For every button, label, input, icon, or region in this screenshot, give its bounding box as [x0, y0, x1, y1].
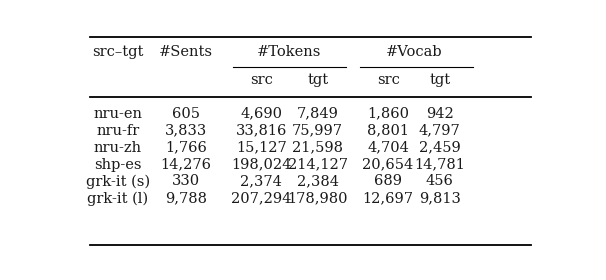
Text: 33,816: 33,816 — [236, 123, 287, 137]
Text: grk-it (l): grk-it (l) — [87, 191, 148, 206]
Text: 942: 942 — [426, 107, 454, 121]
Text: 207,294: 207,294 — [231, 192, 291, 206]
Text: 605: 605 — [172, 107, 200, 121]
Text: 14,276: 14,276 — [161, 157, 211, 171]
Text: 2,459: 2,459 — [419, 141, 461, 155]
Text: #Sents: #Sents — [159, 45, 213, 59]
Text: 3,833: 3,833 — [165, 123, 207, 137]
Text: src–tgt: src–tgt — [92, 45, 144, 59]
Text: 178,980: 178,980 — [287, 192, 348, 206]
Text: 75,997: 75,997 — [292, 123, 343, 137]
Text: 214,127: 214,127 — [288, 157, 348, 171]
Text: nru-zh: nru-zh — [94, 141, 142, 155]
Text: 689: 689 — [374, 174, 402, 188]
Text: tgt: tgt — [429, 73, 450, 87]
Text: 2,384: 2,384 — [296, 174, 339, 188]
Text: nru-fr: nru-fr — [96, 123, 139, 137]
Text: shp-es: shp-es — [95, 157, 142, 171]
Text: 15,127: 15,127 — [236, 141, 287, 155]
Text: 4,690: 4,690 — [240, 107, 282, 121]
Text: 9,788: 9,788 — [165, 192, 207, 206]
Text: 9,813: 9,813 — [419, 192, 461, 206]
Text: tgt: tgt — [307, 73, 328, 87]
Text: 21,598: 21,598 — [292, 141, 343, 155]
Text: #Vocab: #Vocab — [385, 45, 442, 59]
Text: 7,849: 7,849 — [297, 107, 339, 121]
Text: 1,766: 1,766 — [165, 141, 207, 155]
Text: nru-en: nru-en — [93, 107, 142, 121]
Text: 4,797: 4,797 — [419, 123, 461, 137]
Text: 2,374: 2,374 — [241, 174, 282, 188]
Text: 4,704: 4,704 — [367, 141, 409, 155]
Text: 330: 330 — [172, 174, 200, 188]
Text: #Tokens: #Tokens — [258, 45, 322, 59]
Text: 14,781: 14,781 — [415, 157, 465, 171]
Text: grk-it (s): grk-it (s) — [86, 174, 150, 189]
Text: 198,024: 198,024 — [231, 157, 291, 171]
Text: 1,860: 1,860 — [367, 107, 409, 121]
Text: 8,801: 8,801 — [367, 123, 409, 137]
Text: 456: 456 — [426, 174, 454, 188]
Text: src: src — [377, 73, 399, 87]
Text: src: src — [250, 73, 273, 87]
Text: 12,697: 12,697 — [362, 192, 413, 206]
Text: 20,654: 20,654 — [362, 157, 414, 171]
